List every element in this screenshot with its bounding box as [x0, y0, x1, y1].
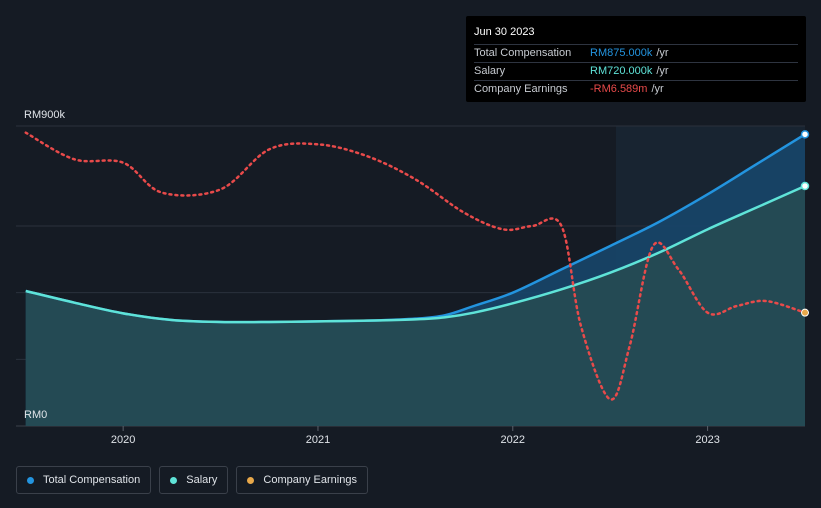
company-earnings-marker: [801, 308, 809, 317]
x-tick-label: 2022: [501, 434, 525, 446]
tooltip-value: -RM6.589m: [590, 83, 648, 95]
legend-label: Total Compensation: [43, 474, 141, 486]
series-lines: [24, 131, 807, 401]
legend-label: Company Earnings: [263, 474, 357, 486]
salary-area: [25, 186, 806, 426]
company-earnings-line: [24, 131, 807, 401]
tooltip-row-total-compensation: Total Compensation RM875.000k /yr: [474, 45, 798, 63]
tooltip-value: RM720.000k: [590, 65, 653, 77]
salary-line: [25, 184, 806, 324]
series-end-markers: [800, 130, 810, 317]
salary-marker: [800, 181, 810, 191]
tooltip-row-company-earnings: Company Earnings -RM6.589m /yr: [474, 81, 798, 98]
tooltip-label: Salary: [474, 65, 506, 77]
y-tick-label: RM900k: [24, 109, 65, 121]
legend-item-salary[interactable]: Salary: [159, 466, 229, 494]
x-tick-label: 2020: [111, 434, 135, 446]
legend-dot-icon: [27, 476, 34, 484]
tooltip-row-salary: Salary RM720.000k /yr: [474, 63, 798, 81]
y-tick-label: RM0: [24, 409, 47, 421]
tooltip-value: RM875.000k: [590, 47, 653, 59]
series-areas: [25, 134, 806, 427]
y-axis-labels: RM900k RM0: [24, 109, 65, 421]
legend-dot-icon: [170, 476, 178, 484]
tooltip-label: Company Earnings: [474, 83, 568, 95]
tooltip: Jun 30 2023 Total Compensation RM875.000…: [466, 16, 806, 102]
tooltip-date: Jun 30 2023: [474, 24, 798, 45]
x-axis-labels: 2020 2021 2022 2023: [111, 426, 720, 446]
legend-dot-icon: [247, 476, 255, 484]
legend-label: Salary: [186, 474, 218, 486]
tooltip-unit: /yr: [651, 83, 664, 95]
x-tick-label: 2021: [306, 434, 330, 446]
tooltip-label: Total Compensation: [474, 47, 572, 59]
x-tick-label: 2023: [695, 434, 719, 446]
legend-item-total-compensation[interactable]: Total Compensation: [16, 466, 152, 494]
tooltip-unit: /yr: [656, 65, 669, 77]
tooltip-unit: /yr: [656, 47, 669, 59]
legend: Total Compensation Salary Company Earnin…: [16, 466, 376, 494]
total-compensation-marker: [800, 130, 810, 139]
legend-item-company-earnings[interactable]: Company Earnings: [236, 466, 368, 494]
